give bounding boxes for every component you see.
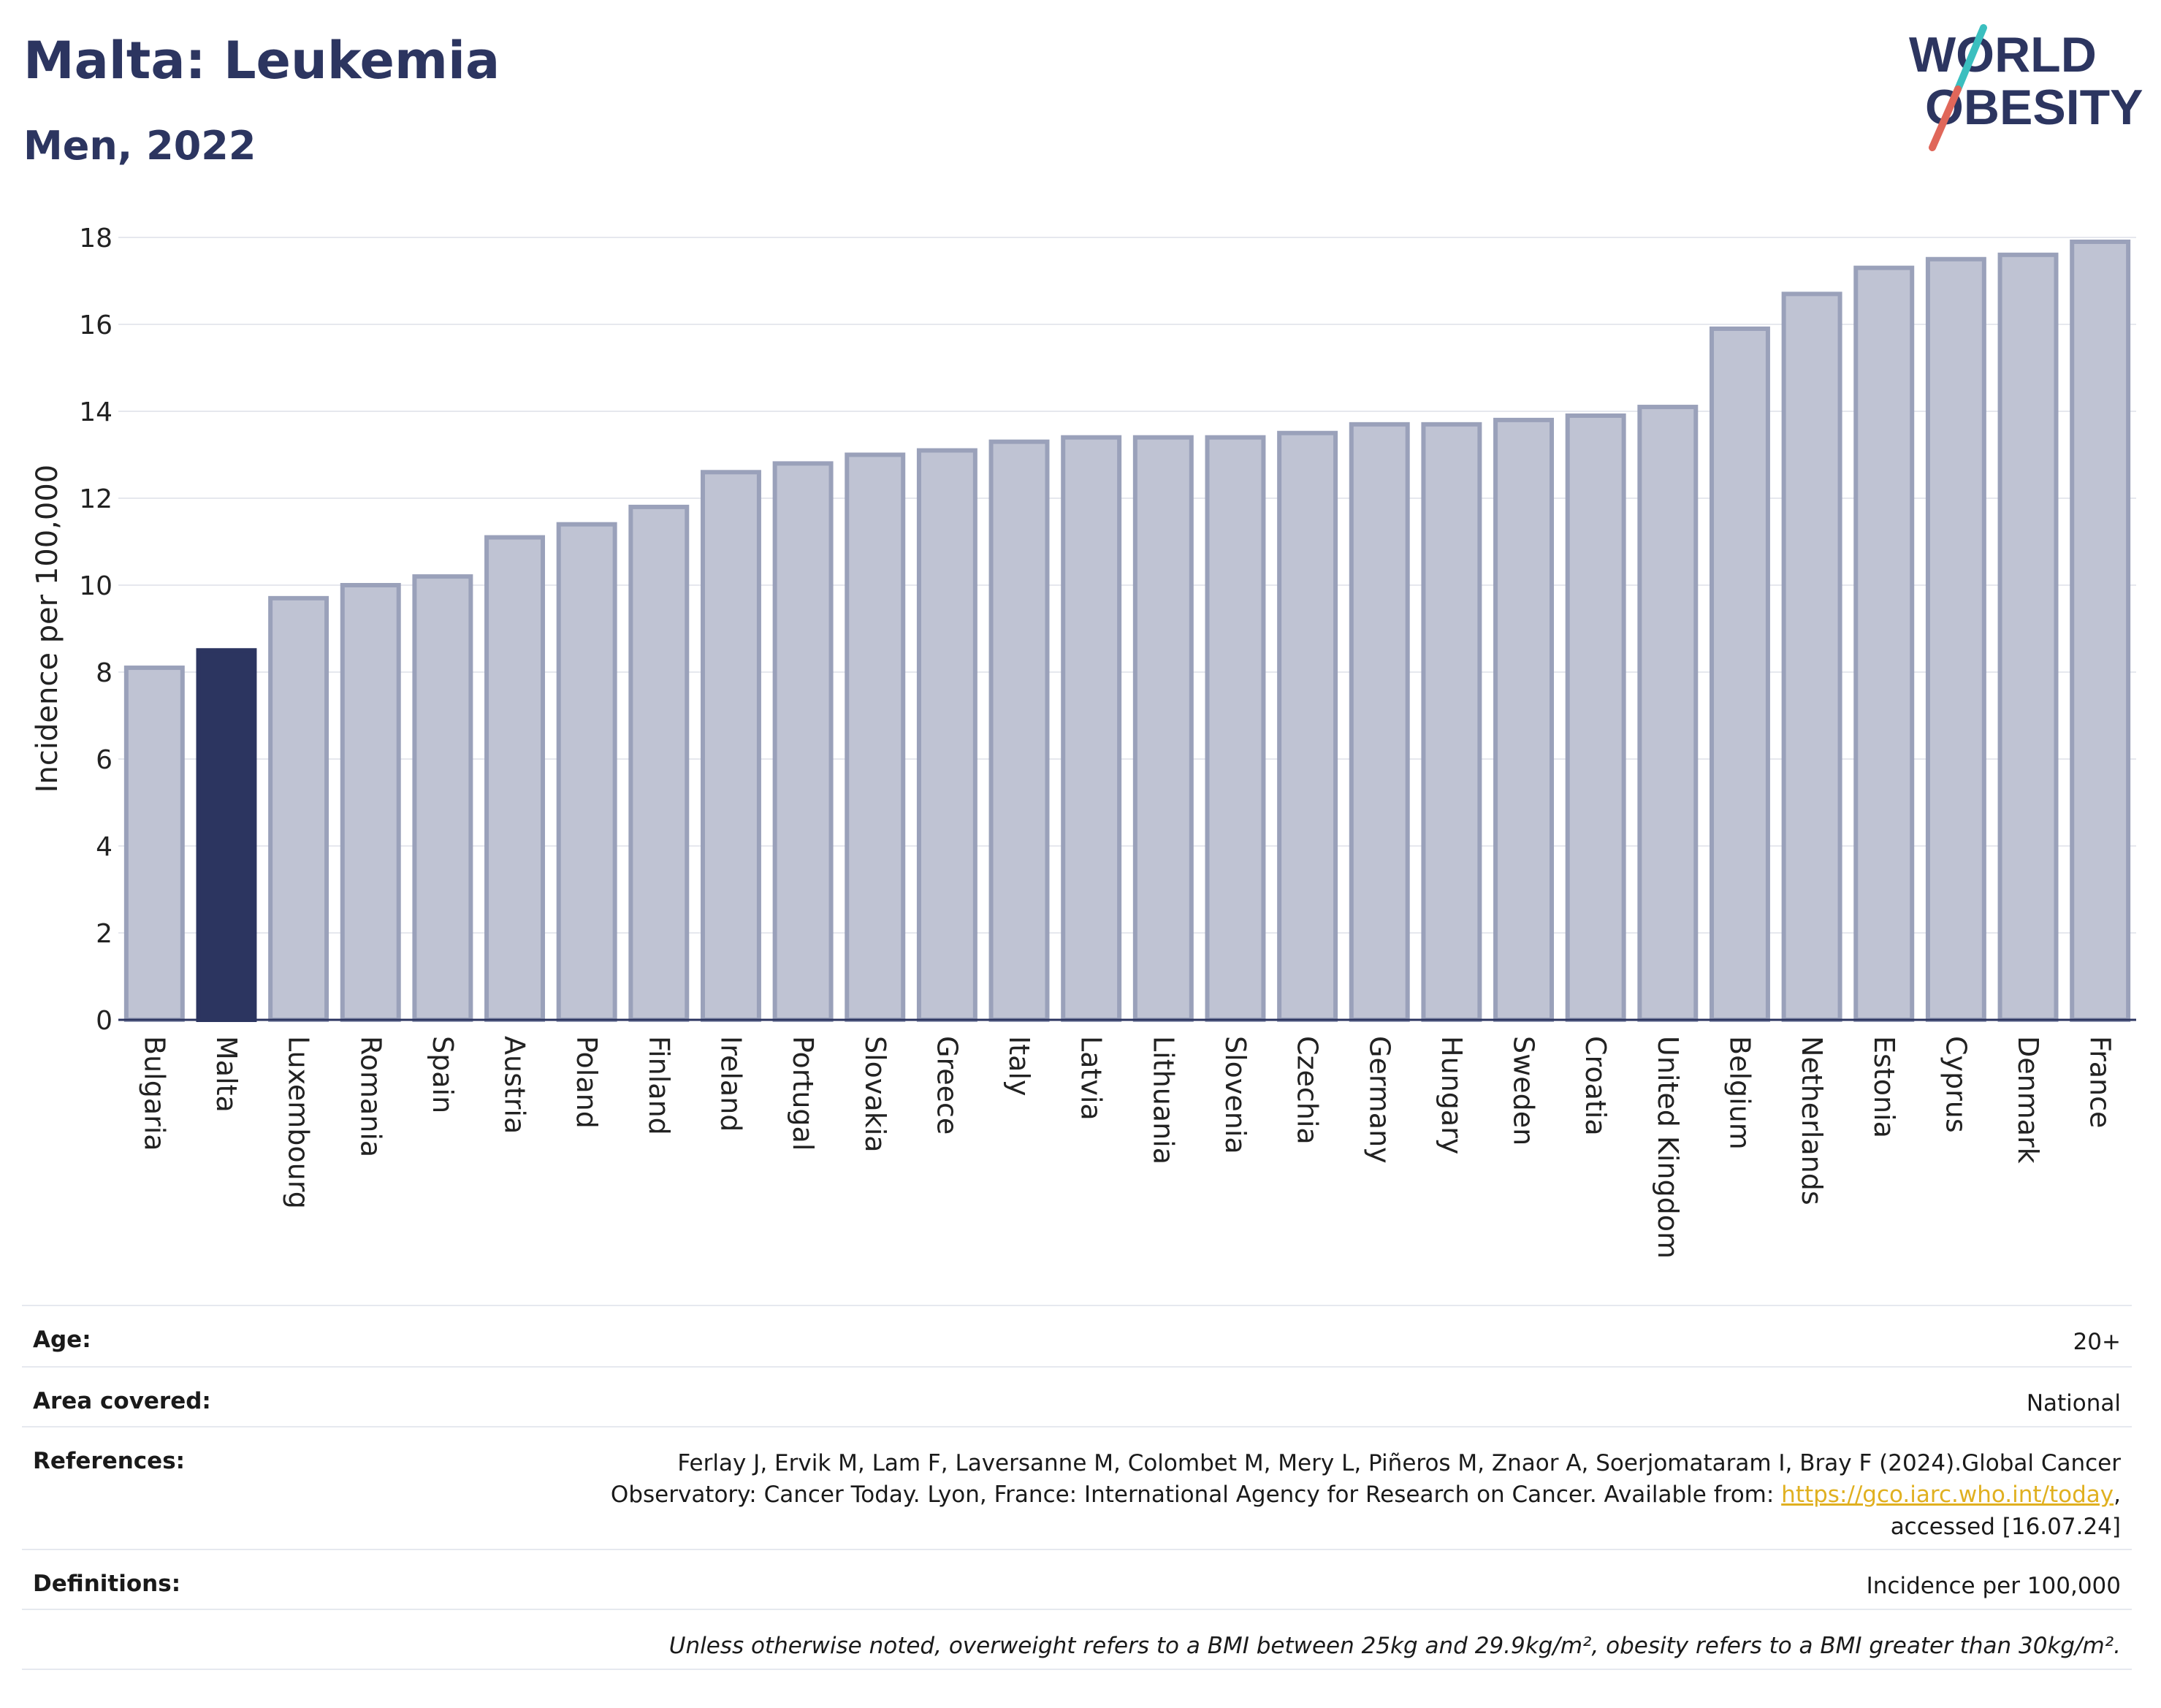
x-tick-label: Lithuania	[1147, 1036, 1179, 1164]
bar-romania	[340, 583, 401, 1022]
y-tick-label: 10	[79, 571, 113, 601]
bar-finland	[628, 504, 690, 1022]
bar-hungary	[1421, 422, 1482, 1022]
bar-bulgaria	[123, 666, 185, 1022]
x-tick-label: Latvia	[1075, 1036, 1108, 1121]
area-label: Area covered:	[33, 1388, 211, 1414]
y-tick-label: 8	[96, 658, 113, 688]
bar-malta	[196, 648, 257, 1022]
bar-portugal	[772, 461, 834, 1022]
bar-luxembourg	[268, 595, 329, 1022]
y-tick-label: 6	[96, 745, 113, 775]
x-tick-label: Italy	[1003, 1036, 1035, 1096]
x-tick-label: Cyprus	[1940, 1036, 1972, 1133]
x-tick-label: Bulgaria	[138, 1036, 170, 1151]
logo-text-top: WORLD	[1909, 27, 2097, 83]
chart-title: Malta: Leukemia	[23, 31, 500, 91]
bar-greece	[916, 448, 977, 1022]
y-tick-label: 4	[96, 832, 113, 862]
x-tick-label: Luxembourg	[283, 1036, 315, 1209]
x-tick-label: Portugal	[787, 1036, 819, 1151]
bar-belgium	[1709, 326, 1770, 1022]
bar-austria	[484, 535, 546, 1022]
references-value: Ferlay J, Ervik M, Lam F, Laversanne M, …	[610, 1450, 2121, 1540]
bar-latvia	[1061, 435, 1122, 1022]
x-tick-label: Austria	[499, 1036, 531, 1134]
bar-poland	[556, 522, 617, 1022]
bar-lithuania	[1132, 435, 1194, 1022]
references-line1: Ferlay J, Ervik M, Lam F, Laversanne M, …	[677, 1450, 2121, 1476]
bar-united-kingdom	[1637, 405, 1699, 1022]
bar-france	[2070, 239, 2131, 1023]
x-tick-label: Belgium	[1723, 1036, 1756, 1150]
x-tick-label: Czechia	[1292, 1036, 1324, 1145]
y-tick-label: 14	[79, 397, 113, 427]
y-tick-label: 12	[79, 484, 113, 514]
bar-denmark	[1997, 252, 2059, 1022]
metadata-table: Age: 20+ Area covered: National Referenc…	[22, 1305, 2132, 1670]
y-tick-label: 18	[79, 224, 113, 253]
chart-subtitle: Men, 2022	[23, 123, 256, 169]
x-tick-label: Spain	[427, 1036, 459, 1113]
bar-cyprus	[1925, 256, 1986, 1022]
x-tick-label: Hungary	[1436, 1036, 1468, 1154]
x-tick-label: Denmark	[2012, 1036, 2044, 1164]
references-line3: accessed [16.07.24]	[1890, 1513, 2121, 1540]
bar-estonia	[1853, 265, 1915, 1022]
bar-germany	[1349, 422, 1410, 1022]
meta-row-age: Age: 20+	[22, 1305, 2132, 1366]
references-label: References:	[33, 1448, 186, 1474]
y-tick-label: 0	[96, 1006, 113, 1036]
x-tick-label: Ireland	[714, 1036, 747, 1132]
meta-row-definitions: Definitions: Incidence per 100,000	[22, 1549, 2132, 1609]
definitions-label: Definitions:	[33, 1571, 181, 1597]
x-tick-label: Greece	[931, 1036, 963, 1135]
x-tick-label: Estonia	[1868, 1036, 1900, 1138]
bar-croatia	[1565, 413, 1626, 1022]
references-line2: Observatory: Cancer Today. Lyon, France:…	[610, 1482, 1782, 1509]
bar-czechia	[1277, 430, 1338, 1022]
y-tick-label: 16	[79, 310, 113, 340]
x-tick-label: Malta	[210, 1036, 243, 1113]
x-tick-label: Sweden	[1508, 1036, 1540, 1145]
references-link[interactable]: https://gco.iarc.who.int/today	[1781, 1482, 2114, 1509]
x-tick-label: United Kingdom	[1652, 1036, 1684, 1259]
area-value: National	[2026, 1390, 2121, 1417]
x-tick-label: Finland	[643, 1036, 675, 1135]
bmi-note: Unless otherwise noted, overweight refer…	[668, 1633, 2121, 1659]
x-tick-label: France	[2084, 1036, 2116, 1128]
x-tick-label: Slovakia	[859, 1036, 891, 1153]
x-tick-label: Romania	[354, 1036, 386, 1157]
bar-slovenia	[1205, 435, 1266, 1022]
bar-spain	[412, 574, 473, 1022]
age-label: Age:	[33, 1327, 91, 1353]
bar-netherlands	[1781, 291, 1842, 1023]
bar-italy	[988, 439, 1050, 1022]
x-tick-label: Slovenia	[1219, 1036, 1251, 1154]
bar-slovakia	[845, 452, 906, 1022]
world-obesity-logo: WORLD OBESITY	[1903, 22, 2144, 153]
bar-sweden	[1493, 417, 1555, 1022]
y-axis-label: Incidence per 100,000	[31, 465, 64, 793]
y-tick-label: 2	[96, 919, 113, 949]
bar-ireland	[700, 470, 761, 1022]
x-tick-label: Poland	[571, 1036, 603, 1129]
x-tick-label: Germany	[1363, 1036, 1395, 1164]
age-value: 20+	[2073, 1329, 2121, 1355]
meta-row-references: References: Ferlay J, Ervik M, Lam F, La…	[22, 1426, 2132, 1549]
meta-row-note: Unless otherwise noted, overweight refer…	[22, 1609, 2132, 1670]
x-tick-label: Croatia	[1579, 1036, 1612, 1136]
bar-chart: 0 2 4 6 8 10 12 14 16 18 Incidence per 100,000 Bulg…	[31, 224, 2136, 1259]
meta-row-area: Area covered: National	[22, 1366, 2132, 1426]
x-tick-label: Netherlands	[1796, 1036, 1828, 1205]
definitions-value: Incidence per 100,000	[1866, 1573, 2121, 1599]
